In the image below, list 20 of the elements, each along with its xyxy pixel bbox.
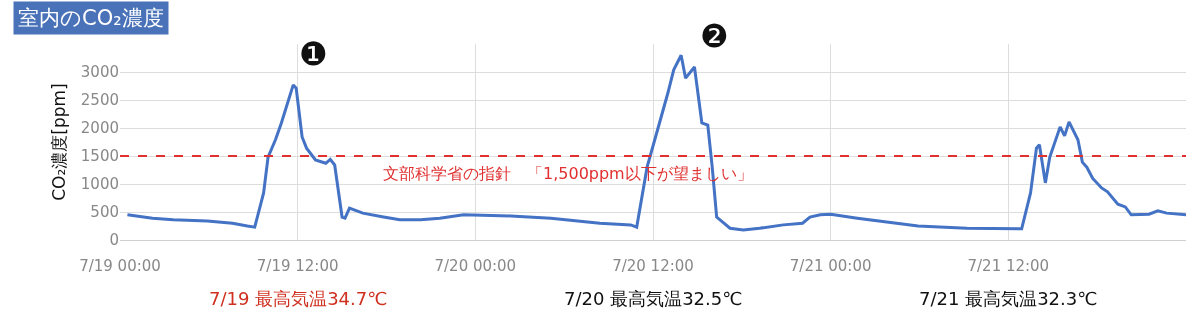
y-tick-label: 500 bbox=[90, 203, 119, 222]
y-tick-label: 0 bbox=[109, 231, 119, 250]
y-tick-label: 1000 bbox=[80, 175, 119, 194]
x-tick-label: 7/19 12:00 bbox=[256, 257, 339, 275]
x-tick-label: 7/19 00:00 bbox=[79, 257, 161, 275]
annotation: ❷ bbox=[700, 17, 729, 55]
x-tick-label: 7/20 12:00 bbox=[612, 257, 694, 275]
y-axis-title: CO₂濃度[ppm] bbox=[49, 83, 70, 201]
x-tick-label: 7/20 00:00 bbox=[434, 257, 517, 275]
y-tick-label: 2500 bbox=[80, 91, 119, 110]
annotation: ❶ bbox=[299, 35, 328, 73]
y-tick-label: 3000 bbox=[80, 63, 119, 82]
text: 7/20 最高気温32.5℃ bbox=[564, 288, 743, 309]
x-tick-label: 7/21 12:00 bbox=[967, 257, 1050, 275]
x-tick-label: 7/21 00:00 bbox=[789, 257, 872, 275]
y-tick-label: 1500 bbox=[80, 147, 119, 166]
chart-title: 室内のCO₂濃度 bbox=[18, 6, 164, 30]
y-tick-label: 2000 bbox=[80, 119, 119, 138]
text: 7/19 最高気温34.7℃ bbox=[209, 288, 388, 309]
text: 7/21 最高気温32.3℃ bbox=[919, 288, 1098, 309]
